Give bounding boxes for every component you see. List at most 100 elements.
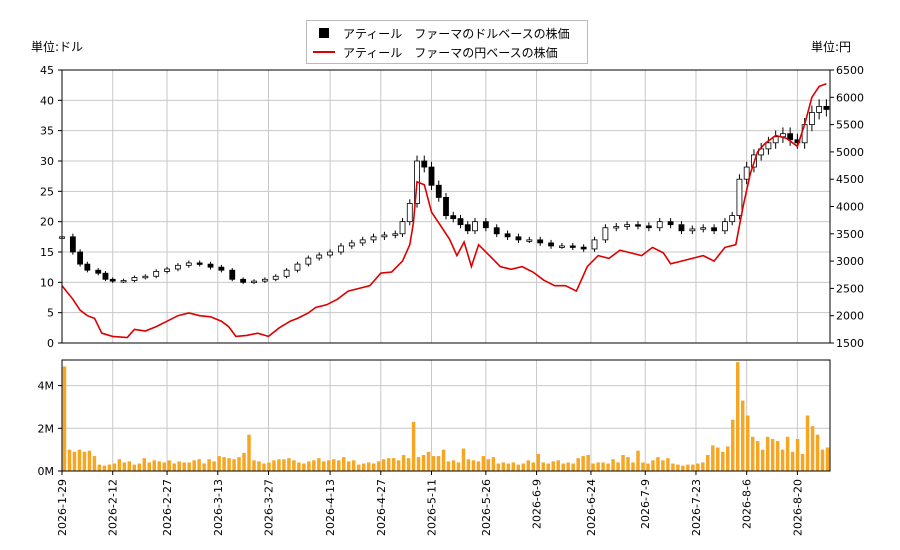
volume-bar: [67, 449, 72, 471]
volume-bar: [411, 421, 416, 471]
volume-bar: [431, 456, 436, 471]
volume-bar: [391, 458, 396, 471]
volume-bar: [366, 462, 371, 471]
volume-bar: [307, 461, 311, 471]
x-tick-label: 2026-5-11: [426, 479, 439, 536]
volume-bar: [551, 461, 555, 471]
candle-body: [272, 275, 279, 280]
volume-bar: [775, 441, 780, 471]
volume-bar: [162, 462, 166, 471]
volume-grid: [61, 360, 830, 472]
volume-bar: [606, 463, 610, 471]
volume-bar: [486, 459, 491, 471]
candle-body: [591, 239, 598, 250]
volume-bar: [646, 463, 650, 471]
volume-bar: [257, 461, 261, 471]
volume-bar: [611, 459, 615, 471]
volume-bar: [227, 458, 231, 471]
volume-bar: [656, 457, 660, 471]
candle-body: [77, 251, 84, 265]
price-grid: [61, 69, 830, 344]
candle-body: [569, 245, 576, 248]
right-tick-label: 3000: [836, 255, 864, 268]
candle-body: [450, 215, 457, 220]
volume-bar: [127, 461, 132, 471]
candle-body: [526, 239, 533, 242]
candle-body: [787, 133, 794, 141]
volume-bar: [825, 447, 830, 471]
candle-body: [359, 239, 366, 244]
candle-body: [772, 136, 779, 144]
volume-bar: [581, 456, 585, 471]
usd-candles: [59, 99, 830, 285]
x-axis-ticks: 2026-1-29 2026-2-12 2026-2-27 2026-3-13 2026…: [56, 471, 804, 536]
volume-bar: [770, 438, 775, 471]
volume-bar: [511, 462, 516, 471]
volume-axis-ticks: 0M 2M 4M: [38, 380, 62, 478]
candle-body: [515, 236, 522, 241]
candle-body: [84, 263, 91, 271]
volume-bar: [516, 464, 521, 471]
volume-bar: [795, 438, 800, 471]
volume-bar: [461, 448, 466, 471]
volume-bar: [172, 463, 176, 471]
volume-bar: [521, 463, 526, 471]
volume-bar: [566, 462, 570, 471]
volume-bar: [621, 454, 625, 471]
volume-bar: [661, 460, 665, 471]
candle-body: [109, 278, 116, 282]
volume-bar: [87, 450, 92, 471]
candle-body: [700, 227, 707, 230]
volume-bar: [466, 459, 471, 471]
candle-body: [711, 227, 717, 232]
volume-bar: [72, 451, 77, 471]
candle-body: [729, 215, 736, 223]
volume-bar: [755, 441, 760, 471]
volume-bar: [536, 453, 541, 471]
candle-body: [667, 221, 674, 226]
candle-body: [464, 224, 471, 232]
volume-bar: [371, 463, 376, 471]
candle-body: [185, 262, 192, 266]
volume-bar: [327, 460, 331, 471]
volume-bar: [456, 462, 461, 471]
x-tick-label: 2026-6-24: [585, 479, 598, 536]
candle-body: [240, 278, 247, 283]
legend-item-jpy: アティール ファーマの円ベースの株価: [313, 43, 558, 61]
volume-bar: [356, 464, 361, 471]
volume-bar: [182, 462, 186, 471]
candle-body: [142, 275, 149, 279]
volume-bar: [666, 458, 670, 471]
x-tick-label: 2026-2-12: [107, 479, 120, 536]
candle-body: [736, 178, 743, 216]
volume-bar: [691, 464, 695, 471]
candle-body: [722, 221, 728, 232]
volume-bar: [750, 436, 755, 471]
left-tick-label: 5: [47, 307, 54, 320]
volume-bar: [217, 456, 221, 471]
candle-body: [305, 257, 312, 265]
volume-bar: [62, 366, 67, 471]
candle-body: [624, 224, 631, 227]
volume-bar: [790, 451, 795, 471]
candle-body: [392, 233, 399, 236]
volume-bar: [137, 463, 142, 471]
right-tick-label: 4000: [836, 201, 864, 214]
candle-body: [678, 224, 685, 232]
volume-bar: [177, 461, 181, 471]
volume-bar: [651, 460, 655, 471]
x-tick-label: 2026-1-29: [56, 479, 69, 536]
volume-bar: [351, 460, 356, 471]
volume-bar: [212, 461, 216, 471]
volume-bar: [716, 447, 720, 471]
candle-body: [294, 263, 301, 271]
volume-bar: [112, 463, 117, 471]
volume-bar: [252, 460, 256, 471]
volume-bar: [237, 457, 241, 471]
volume-bar: [232, 459, 236, 471]
volume-bar: [556, 460, 560, 471]
right-tick-label: 6500: [836, 64, 864, 77]
volume-bar: [416, 457, 421, 471]
volume-bar: [546, 463, 550, 471]
volume-bar: [596, 462, 600, 471]
